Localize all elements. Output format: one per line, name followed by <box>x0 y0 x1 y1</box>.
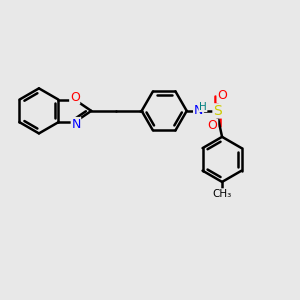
Text: O: O <box>208 119 218 132</box>
Text: N: N <box>194 104 203 117</box>
Text: S: S <box>213 104 222 118</box>
Text: CH₃: CH₃ <box>212 189 232 199</box>
Text: O: O <box>217 89 227 102</box>
Text: H: H <box>199 101 207 112</box>
Text: N: N <box>71 118 81 130</box>
Text: O: O <box>70 91 80 104</box>
